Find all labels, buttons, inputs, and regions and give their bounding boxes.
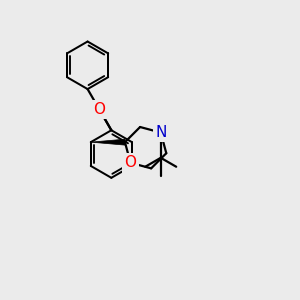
Text: O: O	[94, 102, 106, 117]
Text: O: O	[124, 155, 136, 170]
Text: N: N	[155, 125, 166, 140]
Polygon shape	[91, 139, 125, 145]
